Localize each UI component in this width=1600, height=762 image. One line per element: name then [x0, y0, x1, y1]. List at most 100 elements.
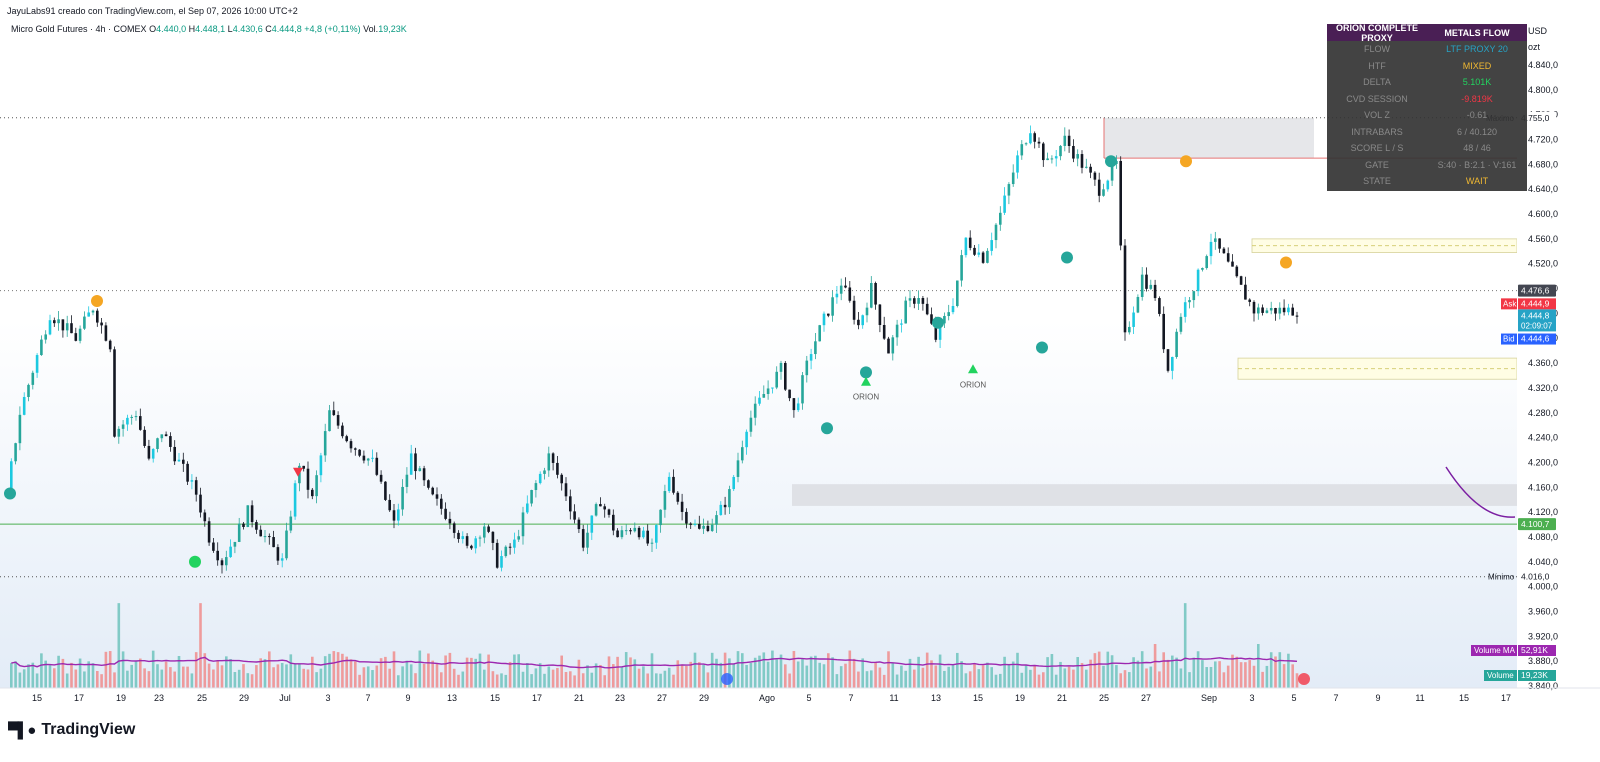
- candle-body: [1265, 310, 1269, 313]
- candle-body: [156, 438, 159, 449]
- volume-bar: [839, 666, 843, 688]
- candle-body: [1158, 298, 1161, 314]
- volume-bar: [878, 667, 882, 688]
- candle-body: [177, 459, 181, 462]
- volume-bar: [1287, 653, 1290, 688]
- volume-bar: [113, 672, 116, 688]
- candle-body: [956, 280, 959, 306]
- panel-title-right: METALS FLOW: [1444, 27, 1510, 38]
- panel-header: ORION COMPLETE PROXY METALS FLOW: [1327, 23, 1527, 43]
- candle-body: [1136, 296, 1140, 313]
- price-tick-label: 4.200,0: [1528, 457, 1558, 467]
- prev-close-tag-bg: [1518, 284, 1556, 297]
- candle-body: [27, 384, 30, 398]
- time-tick-label: 17: [74, 693, 84, 703]
- time-tick-label: 13: [931, 693, 941, 703]
- volume-bar: [861, 658, 864, 688]
- volume-bar: [1226, 665, 1230, 688]
- panel-row: CVD SESSION -9.819K: [1327, 91, 1527, 108]
- sell-signal-icon: [293, 467, 303, 477]
- volume-bar: [827, 653, 830, 688]
- candle-body: [581, 529, 585, 548]
- candle-body: [706, 525, 710, 531]
- volume-bar: [1115, 665, 1118, 688]
- volume-value: 19,23K: [1521, 670, 1548, 680]
- candle-body: [1097, 179, 1101, 196]
- candle-body: [547, 453, 551, 471]
- candle-body: [285, 530, 288, 559]
- price-tick-label: 4.160,0: [1528, 482, 1558, 492]
- low-price-tag-bg: [1518, 570, 1556, 583]
- candle-body: [1140, 274, 1144, 297]
- volume-bar: [78, 658, 82, 688]
- candle-body: [551, 453, 555, 463]
- candle-body: [349, 441, 353, 449]
- volume-bar: [199, 603, 202, 688]
- candle-body: [749, 417, 753, 432]
- volume-bar: [607, 656, 611, 688]
- candle-body: [1252, 301, 1256, 314]
- candle-body: [925, 303, 929, 315]
- candle-body: [83, 316, 86, 329]
- candle-body: [104, 325, 108, 341]
- panel-row-value: -9.819K: [1461, 93, 1493, 104]
- candle-body: [500, 556, 503, 568]
- candle-body: [362, 455, 366, 461]
- candle-body: [1042, 143, 1045, 161]
- volume-bar: [689, 661, 692, 688]
- time-tick-label: 7: [365, 693, 370, 703]
- candle-body: [1192, 291, 1196, 301]
- symbol-name[interactable]: Micro Gold Futures · 4h · COMEX: [11, 24, 147, 34]
- volume-bar: [1123, 670, 1127, 688]
- candle-body: [280, 558, 284, 561]
- volume-bar: [10, 663, 13, 688]
- trend-dot-marker: [932, 316, 944, 329]
- candle-body: [448, 518, 452, 524]
- volume-bar: [530, 674, 533, 688]
- volume-bar: [1175, 657, 1178, 688]
- support-price-tag: 4.100,7: [1521, 519, 1550, 529]
- signal-label: ORION: [960, 380, 986, 389]
- candle-body: [629, 530, 632, 532]
- time-tick-label: 13: [447, 693, 457, 703]
- candle-body: [827, 313, 830, 316]
- candle-body: [478, 537, 482, 539]
- volume-bar: [160, 669, 164, 688]
- volume-value: 19,23K: [378, 24, 407, 34]
- volume-bar: [259, 658, 262, 688]
- volume-bar: [753, 657, 757, 688]
- candle-body: [784, 362, 787, 390]
- candle-body: [844, 285, 847, 288]
- candle-body: [1214, 238, 1217, 242]
- candle-body: [758, 397, 761, 404]
- volume-bar: [951, 664, 955, 688]
- candle-body: [1076, 154, 1079, 159]
- volume-bar: [1106, 651, 1110, 688]
- candle-body: [130, 416, 133, 418]
- volume-bar: [22, 669, 26, 688]
- trend-dot-marker: [821, 422, 833, 435]
- candle-body: [173, 446, 176, 462]
- candle-body: [1046, 158, 1049, 161]
- tradingview-logo[interactable]: ▀▌● TradingView: [8, 721, 135, 739]
- pivot-low-marker: [189, 555, 201, 568]
- volume-bar: [358, 674, 361, 688]
- candle-body: [341, 425, 344, 437]
- volume-bar: [1089, 659, 1092, 688]
- candle-body: [366, 458, 370, 461]
- time-tick-label: Sep: [1201, 693, 1217, 703]
- volume-bar: [151, 650, 155, 688]
- candle-body: [887, 338, 890, 354]
- volume-bar: [1291, 664, 1294, 688]
- candle-body: [1089, 166, 1092, 173]
- price-tick-label: 3.920,0: [1528, 631, 1558, 641]
- volume-bar: [573, 675, 576, 688]
- volume-bar: [65, 673, 69, 688]
- candle-body: [250, 505, 254, 523]
- volume-bar: [177, 655, 181, 688]
- volume-bar: [977, 669, 981, 688]
- volume-bar: [1248, 660, 1251, 688]
- volume-bar: [1020, 672, 1024, 688]
- volume-bar: [448, 652, 452, 688]
